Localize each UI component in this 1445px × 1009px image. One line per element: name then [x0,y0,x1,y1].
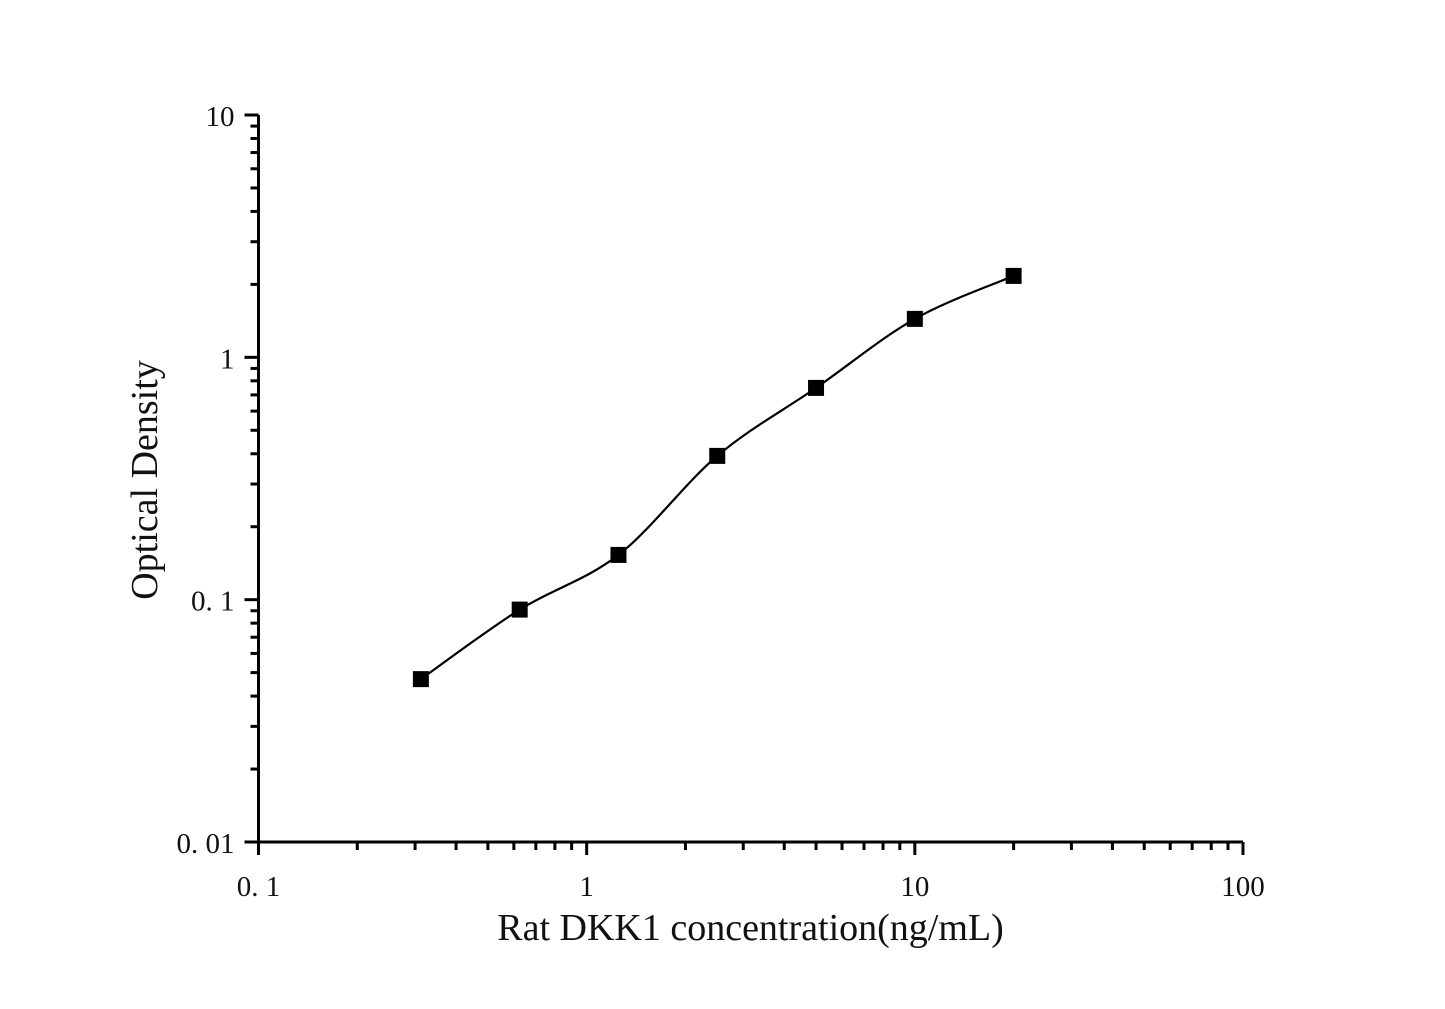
y-tick-label: 10 [206,101,235,133]
data-point-marker [412,671,429,688]
data-point-marker [1005,267,1022,284]
x-tick-label: 1 [579,871,594,903]
x-tick-label: 10 [900,871,929,903]
data-point-marker [906,310,923,327]
data-point-marker [610,546,627,563]
x-tick-label: 100 [1221,871,1265,903]
x-axis-title: Rat DKK1 concentration(ng/mL) [497,907,1004,949]
x-tick-label: 0. 1 [237,871,281,903]
axis-spines [257,115,1243,844]
data-point-marker [511,601,528,618]
data-point-marker [808,379,825,396]
y-axis-title: Optical Density [124,360,166,600]
data-point-marker [709,447,726,464]
standard-curve-line [420,274,1015,680]
y-tick-label: 1 [220,343,235,375]
y-tick-label: 0. 1 [191,586,235,618]
y-tick-label: 0. 01 [177,828,235,860]
